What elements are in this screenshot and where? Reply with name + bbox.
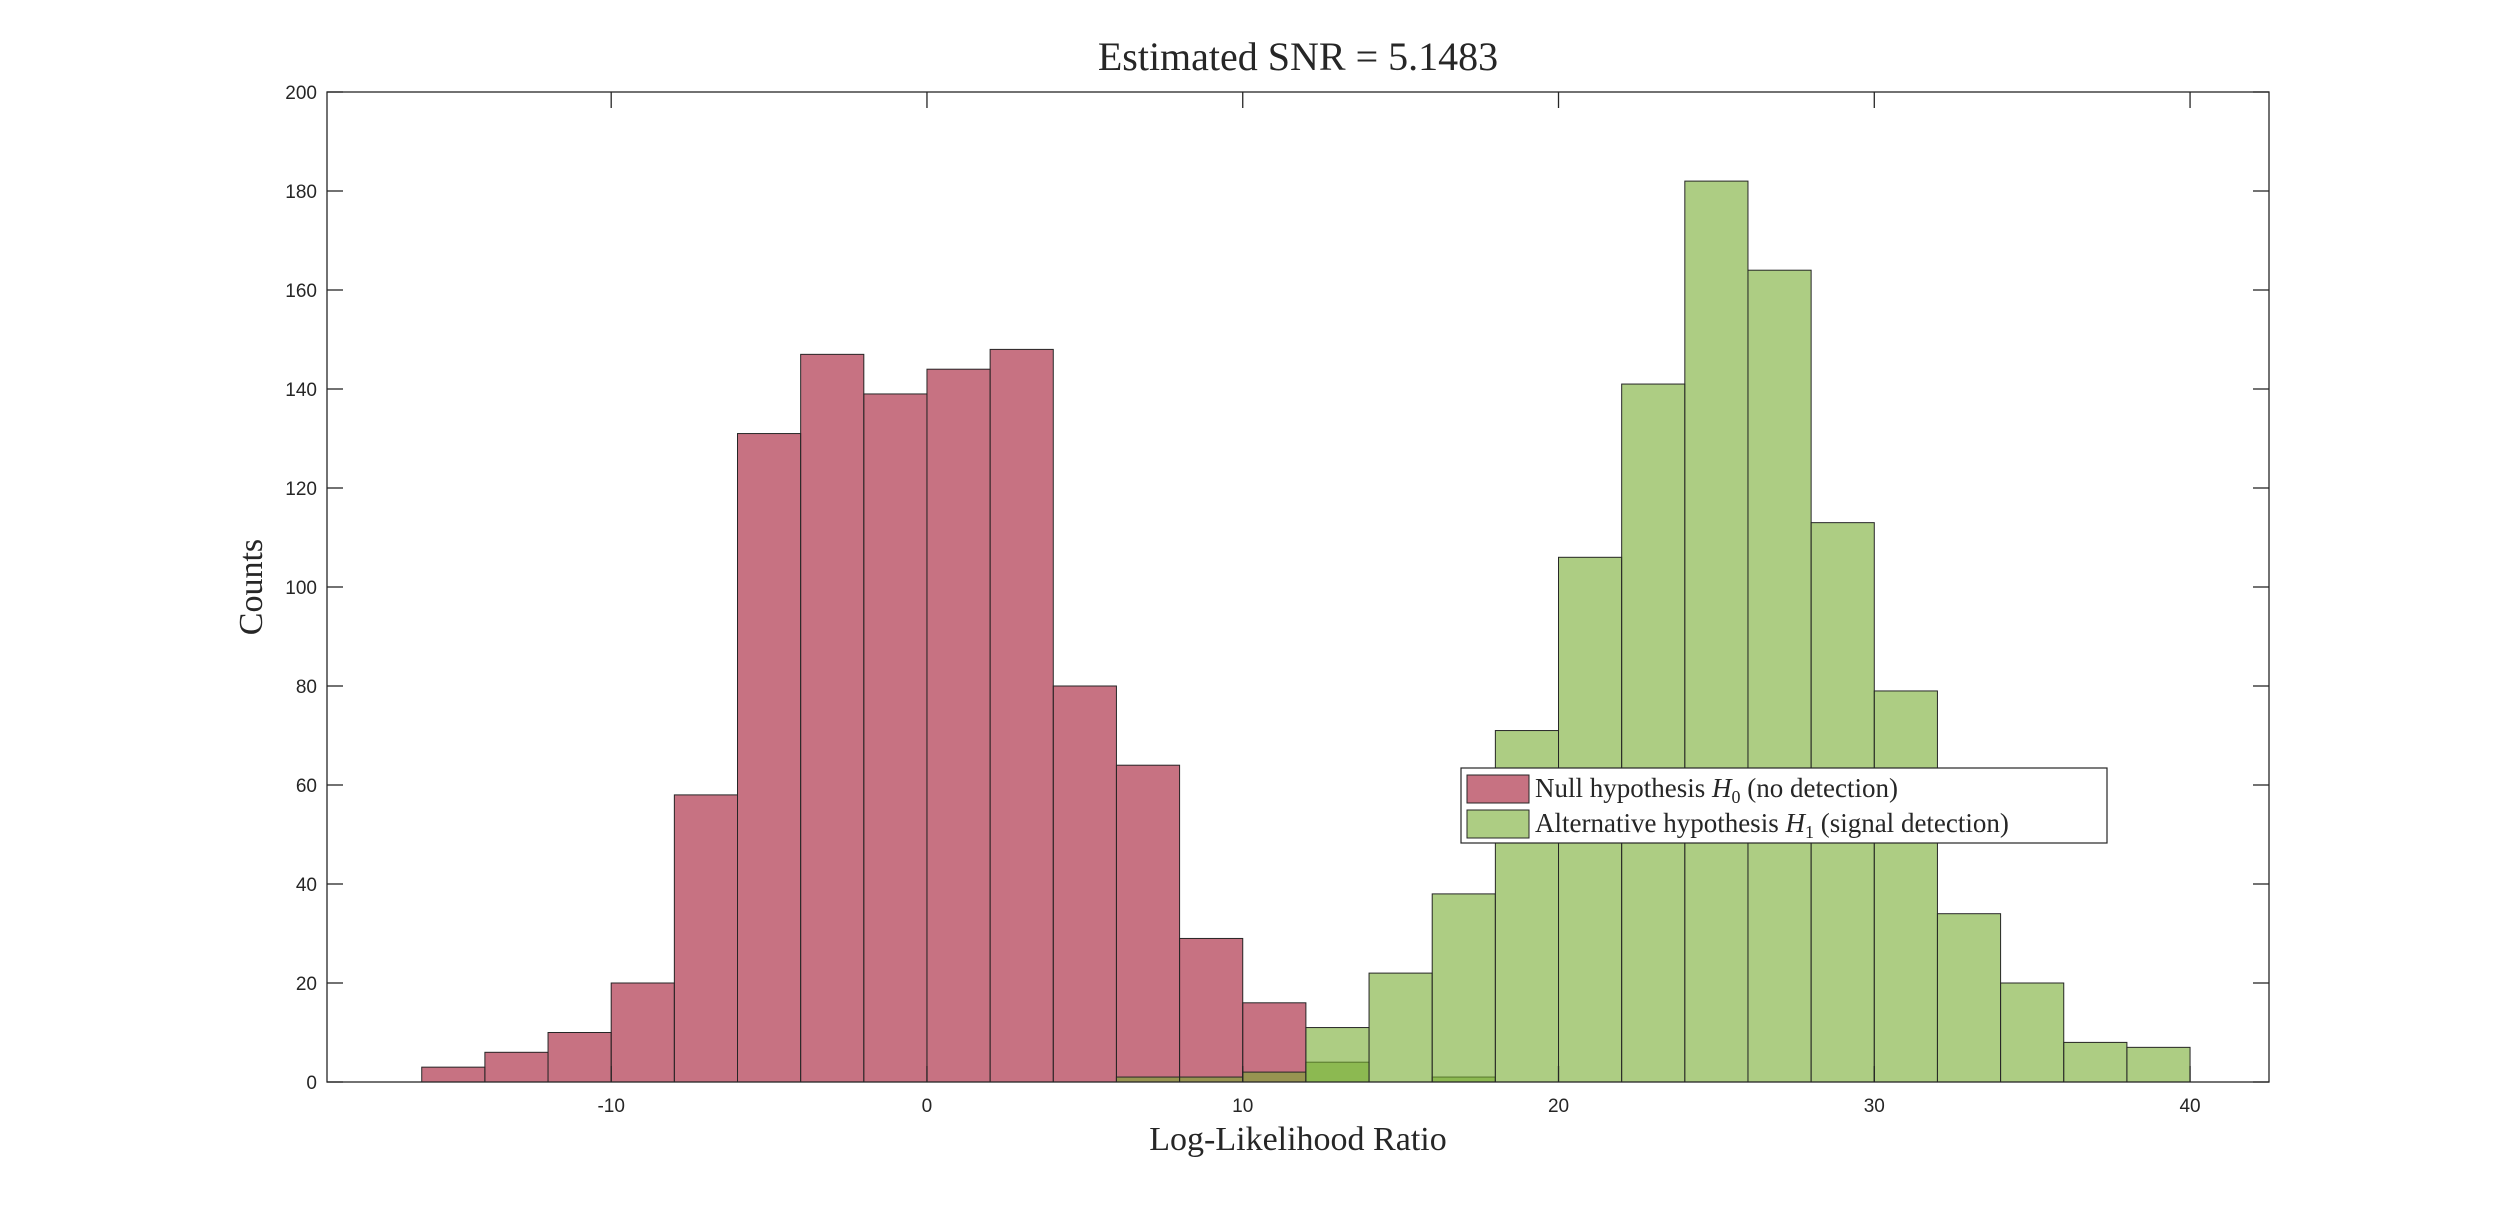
histogram-bar [1242, 1071, 1307, 1083]
x-axis-title: Log-Likelihood Ratio [1149, 1121, 1446, 1158]
x-tick-label: 10 [1232, 1096, 1253, 1117]
legend-label-alternative: Alternative hypothesis H1 (signal detect… [1535, 808, 2009, 842]
histogram-bar [1936, 913, 2002, 1083]
histogram-bar [2063, 1041, 2128, 1083]
histogram-bar [1052, 685, 1117, 1083]
x-tick-label: 40 [2179, 1096, 2200, 1117]
histogram-bar [2000, 982, 2065, 1083]
histogram-bar [1431, 893, 1496, 1083]
histogram-bar [547, 1032, 612, 1083]
histogram-bar [737, 433, 802, 1083]
histogram-bar [1873, 690, 1938, 1083]
y-tick-label: 20 [296, 974, 317, 995]
y-tick-label: 160 [285, 281, 317, 302]
y-tick-label: 60 [296, 776, 317, 797]
histogram-bar [1368, 972, 1433, 1083]
legend-label-null: Null hypothesis H0 (no detection) [1535, 773, 1898, 807]
y-tick-label: 140 [285, 380, 317, 401]
legend-swatch-null [1466, 774, 1530, 804]
y-tick-label: 180 [285, 182, 317, 203]
legend-swatch-alternative [1466, 809, 1530, 839]
histogram-bar [421, 1066, 486, 1083]
chart-title: Estimated SNR = 5.1483 [1098, 34, 1498, 79]
histogram-bar [1684, 180, 1749, 1083]
histogram-bar [1179, 1076, 1244, 1083]
y-tick-label: 0 [306, 1073, 317, 1094]
bars-layer [421, 180, 2191, 1083]
histogram-bar [989, 348, 1054, 1083]
y-tick-label: 100 [285, 578, 317, 599]
histogram-bar [1242, 1002, 1307, 1083]
histogram-bar [863, 393, 928, 1083]
legend: Null hypothesis H0 (no detection) Altern… [1460, 767, 2108, 844]
x-tick-label: 0 [922, 1096, 933, 1117]
y-tick-label: 80 [296, 677, 317, 698]
x-tick-label: 30 [1864, 1096, 1885, 1117]
y-tick-label: 40 [296, 875, 317, 896]
y-axis-title: Counts [233, 539, 270, 635]
ticks-layer: -10 0 10 20 30 40 0 20 40 60 80 100 120 140 160 180 200 [285, 83, 2269, 1117]
x-tick-label: -10 [597, 1096, 624, 1117]
histogram-bar [1179, 937, 1244, 1083]
histogram-bar [1621, 383, 1686, 1083]
series-2-bars [1305, 180, 2191, 1083]
histogram-bar [1115, 764, 1181, 1083]
histogram-bar [484, 1051, 549, 1083]
histogram-bar [926, 368, 991, 1083]
y-tick-label: 120 [285, 479, 317, 500]
x-tick-label: 20 [1548, 1096, 1569, 1117]
histogram-bar [673, 794, 739, 1083]
histogram-bar [1305, 1027, 1370, 1083]
series-0-bars [421, 348, 1307, 1083]
histogram-bar [800, 353, 865, 1083]
histogram-bar [610, 982, 675, 1083]
histogram-bar [2126, 1046, 2191, 1083]
legend-box [1460, 767, 2108, 844]
histogram-bar [1115, 1076, 1181, 1083]
y-tick-label: 200 [285, 83, 317, 104]
histogram-bar [1747, 269, 1812, 1083]
